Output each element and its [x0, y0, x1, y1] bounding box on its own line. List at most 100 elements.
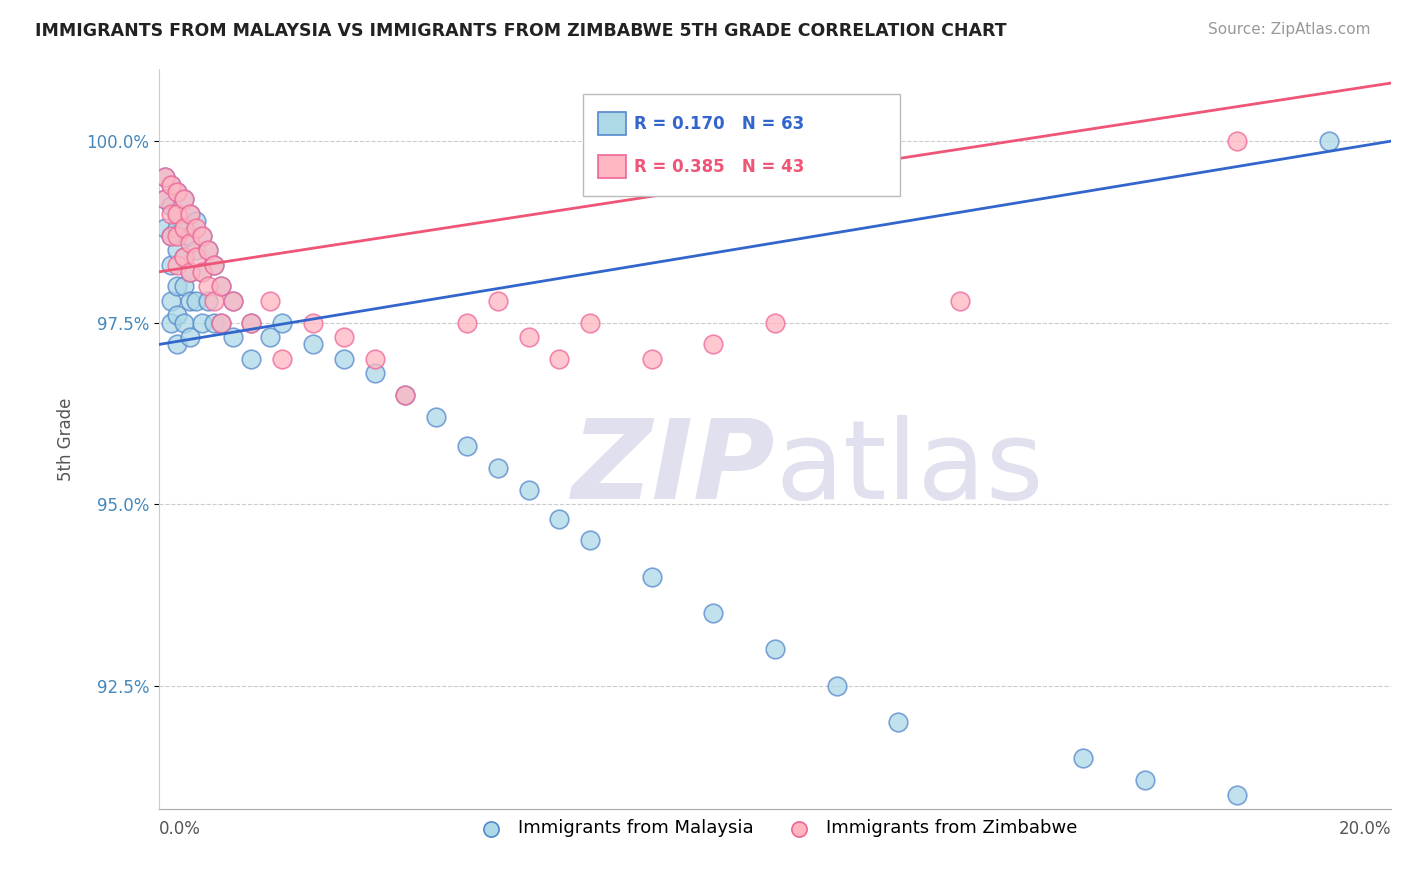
- Point: [166, 337, 188, 351]
- Point: [166, 185, 188, 199]
- Point: [259, 293, 281, 308]
- Point: [486, 461, 509, 475]
- Point: [641, 570, 664, 584]
- Point: [191, 316, 214, 330]
- Point: [302, 316, 325, 330]
- Point: [240, 316, 263, 330]
- Text: IMMIGRANTS FROM MALAYSIA VS IMMIGRANTS FROM ZIMBABWE 5TH GRADE CORRELATION CHART: IMMIGRANTS FROM MALAYSIA VS IMMIGRANTS F…: [35, 22, 1007, 40]
- Point: [197, 243, 219, 257]
- Point: [179, 265, 201, 279]
- Point: [209, 279, 232, 293]
- Point: [153, 192, 176, 206]
- Point: [160, 178, 183, 192]
- Point: [191, 228, 214, 243]
- Point: [184, 250, 207, 264]
- Point: [333, 351, 356, 366]
- Point: [240, 351, 263, 366]
- Point: [173, 221, 195, 235]
- Point: [179, 265, 201, 279]
- Point: [179, 293, 201, 308]
- Point: [191, 228, 214, 243]
- Point: [191, 265, 214, 279]
- Point: [153, 170, 176, 185]
- Text: Source: ZipAtlas.com: Source: ZipAtlas.com: [1208, 22, 1371, 37]
- Point: [173, 279, 195, 293]
- Point: [166, 221, 188, 235]
- Point: [702, 606, 724, 620]
- Point: [486, 293, 509, 308]
- Point: [363, 351, 385, 366]
- Point: [160, 258, 183, 272]
- Point: [204, 316, 226, 330]
- Point: [517, 483, 540, 497]
- Text: 0.0%: 0.0%: [159, 820, 201, 838]
- Point: [579, 316, 602, 330]
- Point: [641, 351, 664, 366]
- Point: [887, 714, 910, 729]
- Point: [517, 330, 540, 344]
- Point: [1226, 134, 1249, 148]
- Point: [191, 265, 214, 279]
- Point: [166, 207, 188, 221]
- Point: [166, 279, 188, 293]
- Point: [153, 221, 176, 235]
- Legend: Immigrants from Malaysia, Immigrants from Zimbabwe: Immigrants from Malaysia, Immigrants fro…: [465, 812, 1084, 845]
- Point: [222, 293, 245, 308]
- Point: [579, 533, 602, 548]
- Point: [363, 367, 385, 381]
- Point: [184, 214, 207, 228]
- Point: [160, 293, 183, 308]
- Point: [197, 293, 219, 308]
- Point: [456, 439, 478, 453]
- Point: [204, 258, 226, 272]
- Point: [160, 228, 183, 243]
- Point: [160, 207, 183, 221]
- Point: [166, 243, 188, 257]
- Point: [179, 207, 201, 221]
- Point: [153, 170, 176, 185]
- Point: [1133, 773, 1156, 788]
- Point: [160, 178, 183, 192]
- Point: [173, 221, 195, 235]
- Point: [259, 330, 281, 344]
- Point: [166, 228, 188, 243]
- Point: [333, 330, 356, 344]
- Text: atlas: atlas: [775, 415, 1043, 522]
- Point: [1226, 788, 1249, 802]
- Text: ZIP: ZIP: [571, 415, 775, 522]
- Point: [271, 351, 294, 366]
- Point: [166, 207, 188, 221]
- Point: [763, 642, 786, 657]
- Point: [209, 316, 232, 330]
- Point: [425, 410, 447, 425]
- Point: [184, 293, 207, 308]
- Point: [197, 279, 219, 293]
- Point: [179, 207, 201, 221]
- Point: [825, 679, 848, 693]
- Point: [702, 337, 724, 351]
- Point: [763, 316, 786, 330]
- Text: R = 0.170   N = 63: R = 0.170 N = 63: [634, 114, 804, 133]
- Point: [179, 228, 201, 243]
- Point: [548, 512, 571, 526]
- Point: [184, 243, 207, 257]
- Point: [222, 330, 245, 344]
- Text: 20.0%: 20.0%: [1339, 820, 1391, 838]
- Y-axis label: 5th Grade: 5th Grade: [58, 397, 75, 481]
- Point: [204, 293, 226, 308]
- Text: R = 0.385   N = 43: R = 0.385 N = 43: [634, 158, 804, 176]
- Point: [166, 258, 188, 272]
- Point: [166, 185, 188, 199]
- Point: [548, 351, 571, 366]
- Point: [166, 309, 188, 323]
- Point: [153, 192, 176, 206]
- Point: [240, 316, 263, 330]
- Point: [1319, 134, 1341, 148]
- Point: [184, 221, 207, 235]
- Point: [173, 316, 195, 330]
- Point: [1071, 751, 1094, 765]
- Point: [209, 316, 232, 330]
- Point: [949, 293, 972, 308]
- Point: [394, 388, 416, 402]
- Point: [197, 243, 219, 257]
